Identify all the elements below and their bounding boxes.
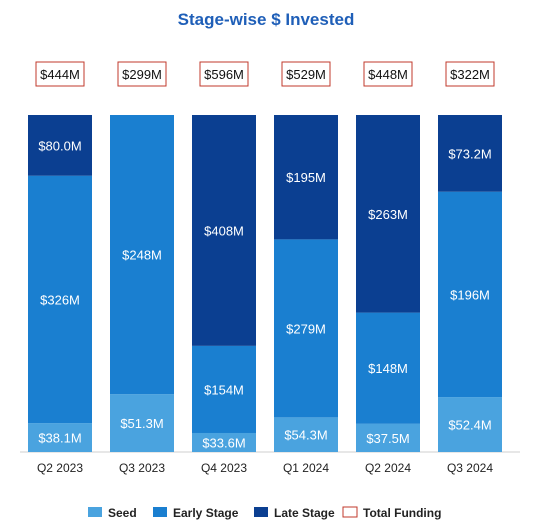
segment-label-seed-6: $52.4M — [448, 418, 491, 433]
legend-swatch-late-stage — [254, 507, 268, 517]
segment-label-early-stage-2: $248M — [122, 248, 162, 263]
bar-seed-3 — [192, 432, 256, 452]
total-label-5: $448M — [368, 67, 408, 82]
legend-swatch-seed — [88, 507, 102, 517]
segment-label-seed-5: $37.5M — [366, 431, 409, 446]
total-box-1 — [35, 61, 85, 87]
segment-label-early-stage-6: $196M — [450, 287, 490, 302]
segment-label-late-stage-4: $195M — [286, 170, 326, 185]
bar-early-stage-3 — [192, 345, 256, 433]
total-box-6 — [445, 61, 495, 87]
total-box-4 — [281, 61, 331, 87]
bar-late-stage-4 — [274, 115, 338, 240]
segment-label-seed-4: $54.3M — [284, 428, 327, 443]
x-tick-label-2: Q3 2023 — [119, 461, 165, 475]
segment-label-seed-2: $51.3M — [120, 416, 163, 431]
legend-label-early-stage: Early Stage — [173, 506, 239, 520]
bar-late-stage-1 — [28, 115, 92, 176]
total-box-3 — [199, 61, 249, 87]
total-label-2: $299M — [122, 67, 162, 82]
bar-seed-5 — [356, 423, 420, 452]
bar-early-stage-4 — [274, 239, 338, 418]
bar-early-stage-6 — [438, 191, 502, 398]
bars-group: $38.1M $326M $80.0M $444M Q2 2023 $51.3M $248M… — [28, 61, 502, 475]
total-label-4: $529M — [286, 67, 326, 82]
x-tick-label-1: Q2 2023 — [37, 461, 83, 475]
segment-label-late-stage-1: $80.0M — [38, 138, 81, 153]
segment-label-seed-1: $38.1M — [38, 431, 81, 446]
total-label-1: $444M — [40, 67, 80, 82]
bar-seed-4 — [274, 417, 338, 452]
segment-label-early-stage-3: $154M — [204, 382, 244, 397]
chart-title: Stage-wise $ Invested — [178, 10, 355, 29]
bar-late-stage-6 — [438, 115, 502, 192]
x-tick-label-6: Q3 2024 — [447, 461, 493, 475]
legend-label-seed: Seed — [108, 506, 137, 520]
bar-late-stage-3 — [192, 115, 256, 346]
legend-label-total-funding: Total Funding — [363, 506, 441, 520]
segment-label-late-stage-3: $408M — [204, 223, 244, 238]
segment-label-seed-3: $33.6M — [202, 435, 245, 450]
total-box-5 — [363, 61, 413, 87]
x-tick-label-3: Q4 2023 — [201, 461, 247, 475]
bar-early-stage-1 — [28, 175, 92, 424]
legend-swatch-total-funding — [342, 506, 358, 518]
segment-label-late-stage-5: $263M — [368, 207, 408, 222]
bar-seed-1 — [28, 423, 92, 452]
bar-seed-6 — [438, 397, 502, 452]
segment-label-early-stage-1: $326M — [40, 292, 80, 307]
total-label-3: $596M — [204, 67, 244, 82]
total-box-2 — [117, 61, 167, 87]
legend-label-late-stage: Late Stage — [274, 506, 335, 520]
legend-swatch-early-stage — [153, 507, 167, 517]
x-tick-label-4: Q1 2024 — [283, 461, 329, 475]
bar-early-stage-5 — [356, 312, 420, 424]
legend: Seed Early Stage Late Stage Total Funding — [88, 506, 441, 520]
segment-label-early-stage-5: $148M — [368, 361, 408, 376]
bar-seed-2 — [110, 394, 174, 452]
bar-early-stage-2 — [110, 115, 174, 395]
bar-late-stage-5 — [356, 115, 420, 313]
segment-label-early-stage-4: $279M — [286, 321, 326, 336]
total-label-6: $322M — [450, 67, 490, 82]
x-tick-label-5: Q2 2024 — [365, 461, 411, 475]
segment-label-late-stage-6: $73.2M — [448, 146, 491, 161]
